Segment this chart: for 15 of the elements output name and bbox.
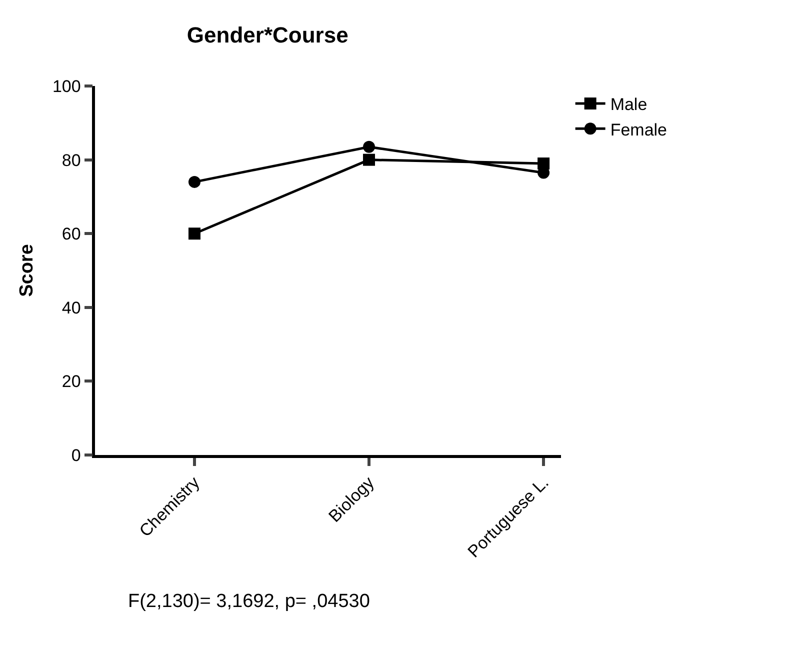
point xyxy=(188,228,200,240)
legend-label: Female xyxy=(610,120,668,140)
text: F(2,130)= 3,1692, p= ,04530 xyxy=(128,591,370,612)
point xyxy=(188,176,200,188)
y-tick-label: 60 xyxy=(62,224,81,244)
y-tick-label: 20 xyxy=(62,372,81,392)
chart-title: Gender*Course xyxy=(186,22,348,48)
point xyxy=(363,154,376,166)
point xyxy=(363,140,376,153)
y-axis-title: Score xyxy=(16,244,38,297)
y-tick-label: 100 xyxy=(52,76,81,96)
y-tick-label: 40 xyxy=(62,298,81,318)
legend-label: Male xyxy=(610,95,648,114)
y-tick-label: 0 xyxy=(71,446,81,465)
y-tick-label: 80 xyxy=(62,150,81,170)
